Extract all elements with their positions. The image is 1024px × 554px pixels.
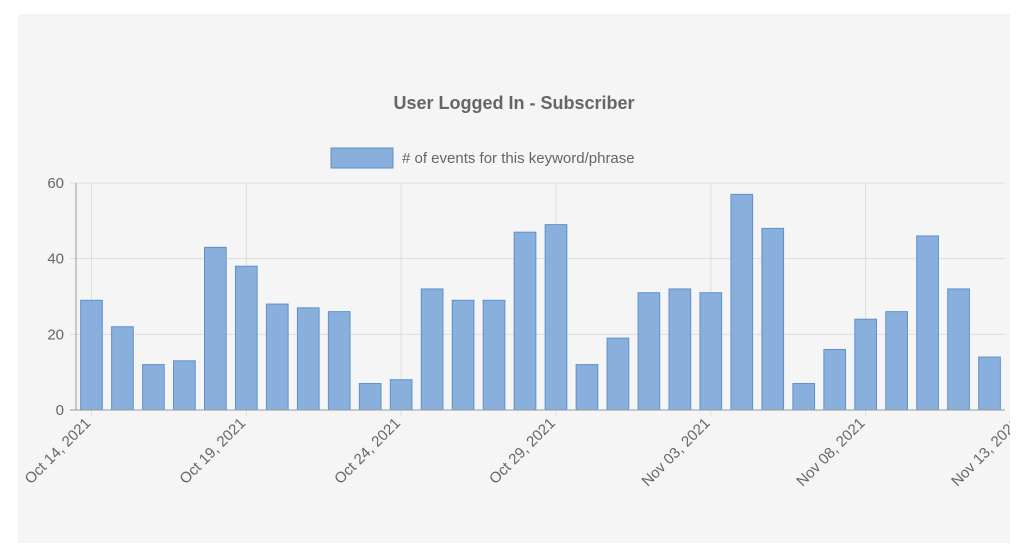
bar[interactable] xyxy=(327,311,351,411)
y-tick-label: 0 xyxy=(56,402,64,419)
bar-chart: User Logged In - Subscriber # of events … xyxy=(22,93,1010,490)
bar[interactable] xyxy=(204,246,227,411)
bar[interactable] xyxy=(823,348,847,411)
chart-title: User Logged In - Subscriber xyxy=(393,93,634,113)
x-tick-labels: Oct 14, 2021 Oct 19, 2021 Oct 24, 2021 Oct … xyxy=(22,415,1010,490)
bar[interactable] xyxy=(482,299,506,411)
bar[interactable] xyxy=(761,227,785,411)
legend-swatch xyxy=(330,147,394,169)
x-tick-label: Nov 08, 2021 xyxy=(793,415,868,490)
bar[interactable] xyxy=(637,292,661,411)
legend[interactable]: # of events for this keyword/phrase xyxy=(330,147,635,169)
bar[interactable] xyxy=(296,307,320,411)
bar[interactable] xyxy=(451,299,475,411)
x-tick-label: Oct 29, 2021 xyxy=(486,415,559,488)
bar[interactable] xyxy=(916,235,939,411)
x-tick-label: Oct 14, 2021 xyxy=(22,415,95,488)
bar[interactable] xyxy=(854,318,877,411)
y-tick-labels: 0 20 40 60 xyxy=(47,175,64,419)
axes xyxy=(75,183,1005,411)
chart-panel: User Logged In - Subscriber # of events … xyxy=(18,14,1010,543)
legend-label: # of events for this keyword/phrase xyxy=(402,150,635,167)
bar[interactable] xyxy=(265,303,289,411)
bar[interactable] xyxy=(544,224,568,411)
bar[interactable] xyxy=(358,383,382,411)
bar[interactable] xyxy=(730,193,754,411)
bar[interactable] xyxy=(792,383,816,411)
y-tick-label: 20 xyxy=(47,326,64,343)
bar[interactable] xyxy=(142,364,165,411)
bar[interactable] xyxy=(575,364,599,411)
bar[interactable] xyxy=(173,360,196,411)
bar[interactable] xyxy=(885,311,908,411)
bar[interactable] xyxy=(978,356,1001,411)
bar[interactable] xyxy=(606,337,630,411)
x-tick-label: Oct 24, 2021 xyxy=(331,415,404,488)
bars xyxy=(80,193,1001,411)
y-tick-label: 40 xyxy=(47,251,64,268)
y-tick-label: 60 xyxy=(47,175,64,192)
bar[interactable] xyxy=(668,288,692,411)
x-tick-label: Oct 19, 2021 xyxy=(176,415,249,488)
bar[interactable] xyxy=(111,326,134,411)
bar[interactable] xyxy=(699,292,723,411)
bar[interactable] xyxy=(513,231,537,411)
x-tick-label: Nov 03, 2021 xyxy=(639,415,714,490)
bar[interactable] xyxy=(420,288,444,411)
bar[interactable] xyxy=(80,299,103,411)
bar[interactable] xyxy=(234,265,258,411)
bar[interactable] xyxy=(389,379,413,411)
x-tick-label: Nov 13, 2021 xyxy=(948,415,1010,490)
bar[interactable] xyxy=(947,288,970,411)
